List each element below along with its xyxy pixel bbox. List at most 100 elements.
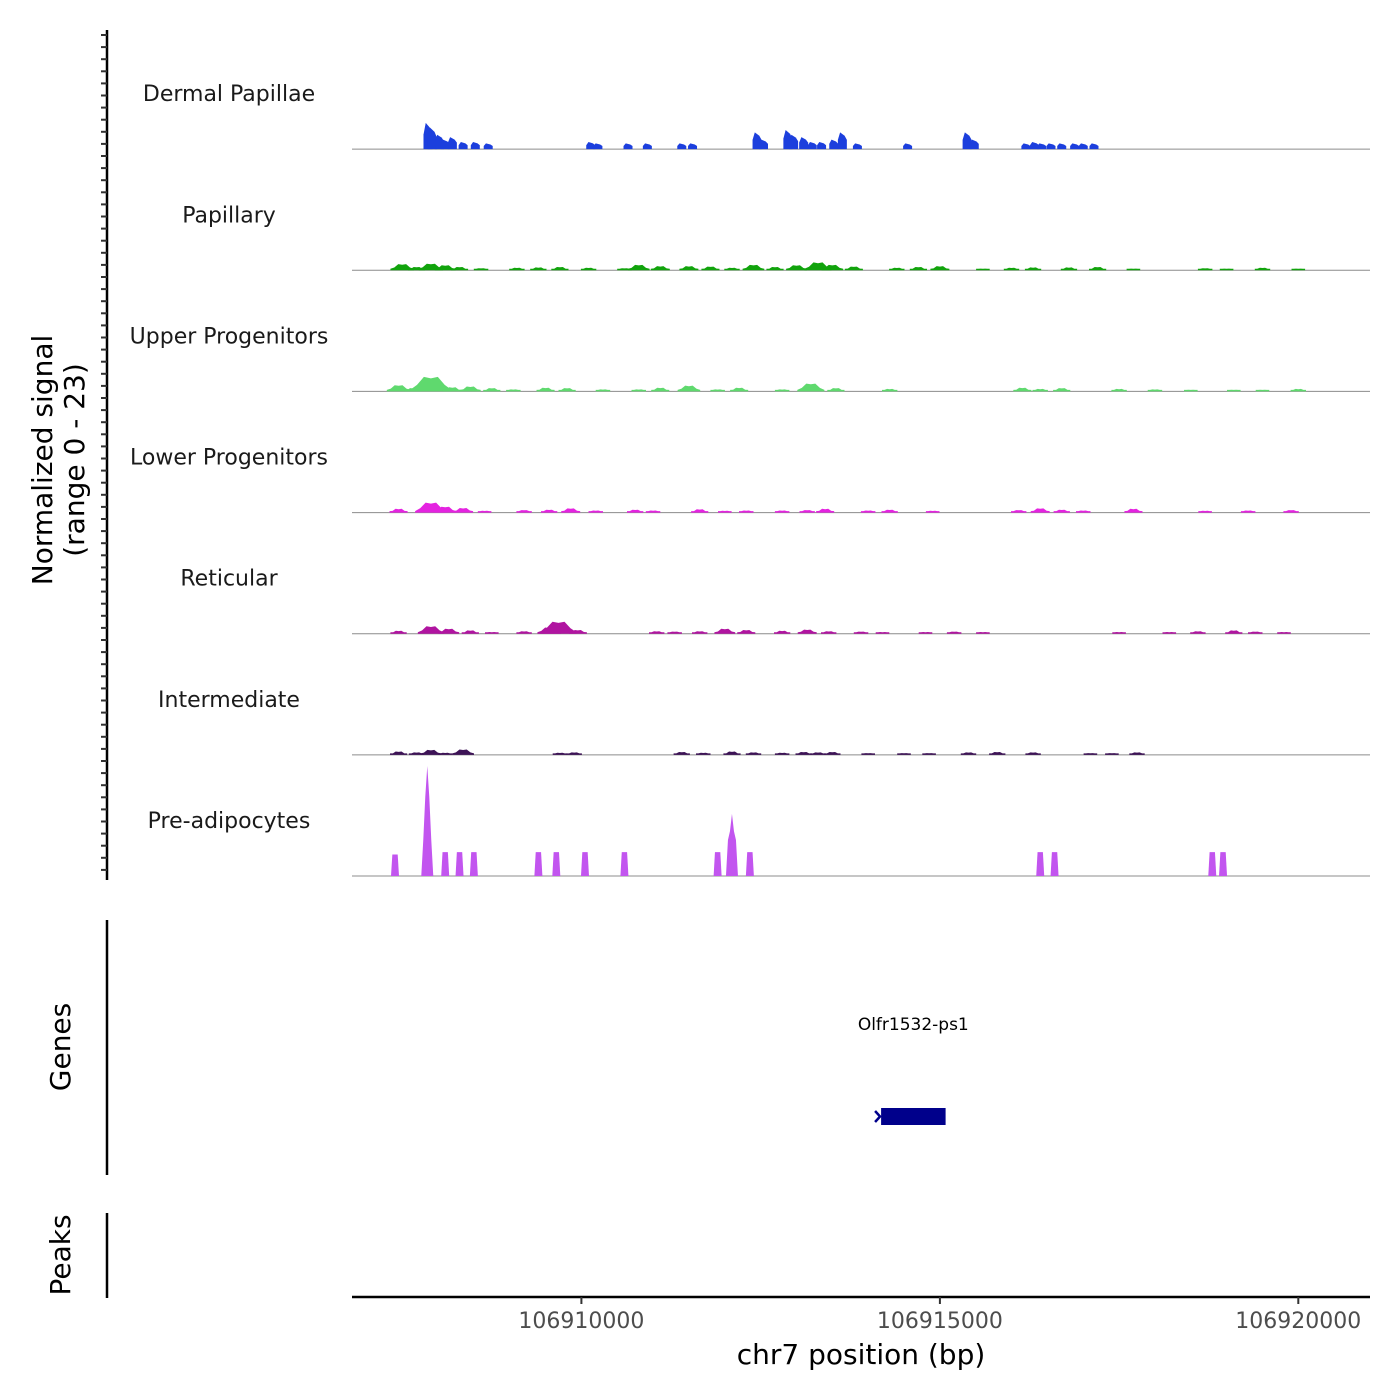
signal-peak [627,264,650,271]
signal-peak [1025,752,1041,755]
signal-peak [461,630,479,634]
signal-peak [795,752,812,755]
signal-peak [420,749,442,755]
signal-y-axis-ticks [101,34,107,871]
signal-peak [824,752,841,755]
signal-peak [909,267,927,271]
signal-peak [1060,267,1078,271]
signal-peak [551,267,569,271]
signal-peak [1219,268,1234,271]
signal-peak [673,752,690,755]
signal-peak [730,387,749,392]
signal-peak [442,387,462,392]
signal-peak [417,626,444,634]
signal-peak [649,631,665,634]
gene-label: Olfr1532-ps1 [858,1015,969,1035]
track-label: Reticular [180,567,278,592]
signal-peak [1089,267,1107,271]
signal-peak [718,510,732,513]
x-tick-label: 106915000 [877,1309,1003,1334]
signal-peak [799,510,815,513]
signal-peak [469,852,478,876]
track-pre-adipocytes: Pre-adipocytes [148,766,1370,877]
signal-peak [1036,852,1045,876]
signal-peak [701,266,720,271]
signal-peak [1208,852,1217,876]
signal-peak [434,265,456,271]
signal-peak [1162,632,1177,634]
signal-peak [437,752,453,755]
signal-peak [1277,632,1291,634]
signal-peak [588,510,603,513]
signal-peak [534,852,543,876]
signal-peak [810,752,826,755]
signal-peak [742,264,765,271]
track-label: Intermediate [158,688,300,713]
signal-peak [1225,630,1243,634]
signal-peak [774,510,790,513]
track-label: Pre-adipocytes [148,809,311,834]
signal-peak [1111,388,1127,392]
signal-peak [433,506,457,513]
signal-peak [1248,631,1263,634]
signal-peak [774,389,790,392]
signal-y-axis-title: Normalized signal [26,335,59,586]
signal-peak [623,143,633,150]
signal-peak [962,132,972,150]
signal-peak [724,267,740,271]
signal-peak [561,508,581,513]
signal-peak [441,852,450,876]
signal-peak [1037,143,1047,150]
signal-peak [541,509,558,513]
signal-peak [1053,388,1071,392]
track-label: Papillary [182,203,276,228]
track-lower-progenitors: Lower Progenitors [130,446,1370,514]
signal-peak [745,852,754,876]
signal-peak [976,632,990,634]
signal-peak [713,852,722,876]
signal-peak [677,385,701,392]
signal-peak [714,628,736,634]
signal-peak [552,752,568,755]
signal-peak [552,852,561,876]
signal-peak [816,508,835,513]
signal-peak [1240,510,1256,513]
signal-peak [774,752,790,755]
signal-peak [1013,387,1032,392]
signal-peak [860,510,876,513]
signal-peak [889,267,905,271]
signal-peak [627,509,644,513]
signal-peak [745,752,762,755]
signal-peak [852,143,862,150]
signal-peak [897,753,911,755]
signal-peak [408,752,425,755]
signal-peak [1227,389,1241,392]
signal-peak [516,510,532,513]
signal-peak [1057,143,1067,150]
signal-peak [459,386,481,392]
signal-peak [969,139,979,150]
signal-peak [881,509,898,513]
signal-peak [477,510,492,513]
signal-peak [540,621,577,634]
signal-peak [595,389,611,392]
signal-peak [903,143,913,150]
track-dermal-papillae: Dermal Papillae [143,82,1370,150]
signal-peak [1255,389,1270,392]
gene-body [881,1108,946,1125]
signal-peak [1024,267,1042,271]
signal-peak [821,631,837,634]
signal-panel: Normalized signal (range 0 - 23) Dermal … [26,30,1370,880]
signal-peak [922,753,936,755]
signal-peak [1290,388,1306,392]
signal-peak [827,388,845,392]
signal-peak [786,265,807,271]
signal-peak [1083,753,1098,755]
signal-peak [807,141,817,150]
signal-peak [837,132,847,150]
signal-peak [651,387,670,392]
signal-peak [586,141,596,150]
track-papillary: Papillary [182,203,1370,271]
signal-peak [960,752,977,755]
signal-peak [427,127,437,150]
